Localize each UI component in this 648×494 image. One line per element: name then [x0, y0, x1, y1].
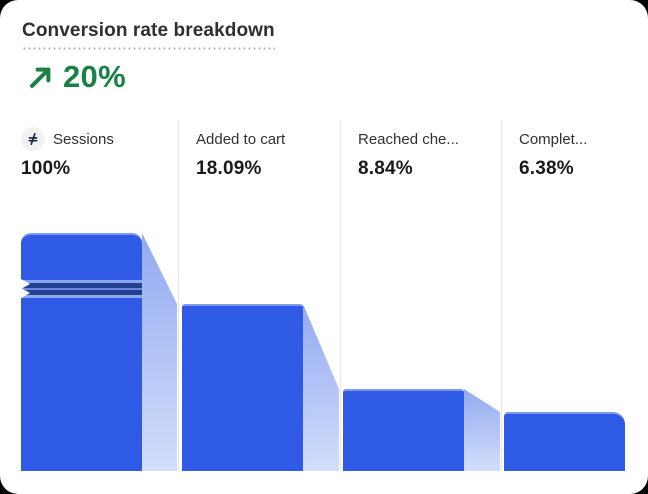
- axis-break-marks: [21, 295, 142, 298]
- funnel-connector-3: [464, 389, 500, 471]
- stage-label: Reached che...: [358, 130, 459, 148]
- metric-value: 20%: [63, 59, 126, 94]
- stage-value: 8.84%: [358, 158, 413, 179]
- axis-break-marks: [21, 288, 142, 290]
- card-title-underline: Conversion rate breakdown: [22, 20, 275, 50]
- page-title[interactable]: Conversion rate breakdown: [22, 20, 275, 41]
- funnel-connector-2: [303, 304, 339, 471]
- stage-header-completed: Complet... 6.38%: [519, 126, 587, 180]
- stage-label: Complet...: [519, 130, 588, 148]
- trend-up-arrow-icon: [30, 67, 51, 88]
- funnel-bar-3: [343, 389, 464, 471]
- stage-value: 100%: [21, 158, 71, 179]
- stage-label: Sessions: [53, 130, 114, 148]
- column-divider: [178, 120, 179, 470]
- stage-value: 6.38%: [519, 158, 574, 179]
- conversion-metric: 20%: [27, 59, 126, 95]
- axis-break-marks: [21, 280, 142, 283]
- axis-break-marks: [21, 290, 142, 295]
- column-divider: [340, 120, 341, 470]
- funnel-bar-4: [504, 412, 625, 471]
- column-divider: [501, 120, 502, 470]
- axis-break-notch: [21, 288, 30, 298]
- axis-break-icon[interactable]: [21, 127, 45, 151]
- stage-header-added-to-cart: Added to cart 18.09%: [196, 126, 285, 180]
- stage-label: Added to cart: [196, 130, 286, 148]
- axis-break-notch: [21, 279, 30, 289]
- funnel-bar-2: [182, 304, 303, 471]
- stage-value: 18.09%: [196, 158, 262, 179]
- stage-header-sessions: Sessions 100%: [21, 126, 114, 180]
- stage-header-reached-checkout: Reached che... 8.84%: [358, 126, 459, 180]
- funnel-bar-1: [21, 233, 142, 471]
- funnel-connector-1: [142, 233, 177, 471]
- axis-break-marks: [21, 283, 142, 288]
